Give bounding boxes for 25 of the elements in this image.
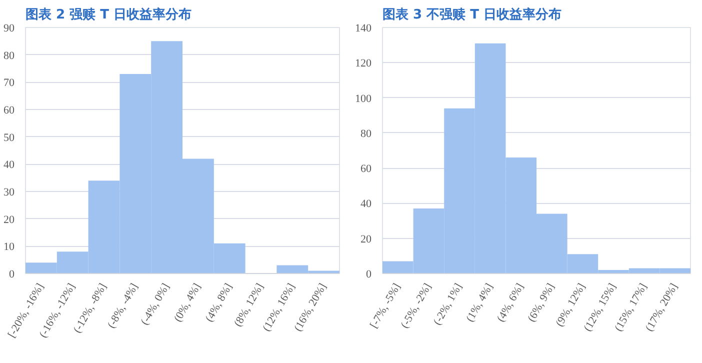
y-tick-label: 20 — [4, 214, 15, 226]
y-tick-label: 20 — [360, 233, 372, 246]
y-tick-label: 10 — [4, 241, 15, 254]
y-tick-label: 100 — [355, 92, 372, 105]
y-tick-label: 40 — [360, 198, 372, 210]
y-tick-label: 90 — [4, 22, 15, 34]
y-tick-label: 80 — [4, 50, 15, 62]
x-tick-label: (0%, 4%] — [172, 281, 204, 324]
x-tick-label: (4%, 8%] — [203, 281, 235, 324]
y-tick-label: 0 — [366, 268, 372, 280]
x-tick-label: (6%, 9%] — [526, 281, 558, 324]
x-tick-label: (4%, 6%] — [494, 281, 526, 324]
y-tick-label: 60 — [360, 163, 372, 176]
y-tick-label: 60 — [4, 104, 15, 116]
y-tick-label: 120 — [355, 58, 372, 70]
y-tick-label: 50 — [4, 132, 15, 144]
y-tick-label: 140 — [355, 22, 372, 34]
y-tick-label: 0 — [9, 268, 15, 280]
chart-title: 图表 3 不强赎 T 日收益率分布 — [382, 6, 562, 22]
chart-title: 图表 2 强赎 T 日收益率分布 — [26, 6, 192, 22]
y-tick-label: 70 — [4, 77, 15, 90]
y-tick-label: 80 — [360, 128, 372, 140]
y-tick-label: 30 — [4, 186, 15, 198]
x-tick-label: (1%, 4%] — [464, 281, 496, 324]
y-tick-label: 40 — [4, 159, 15, 172]
